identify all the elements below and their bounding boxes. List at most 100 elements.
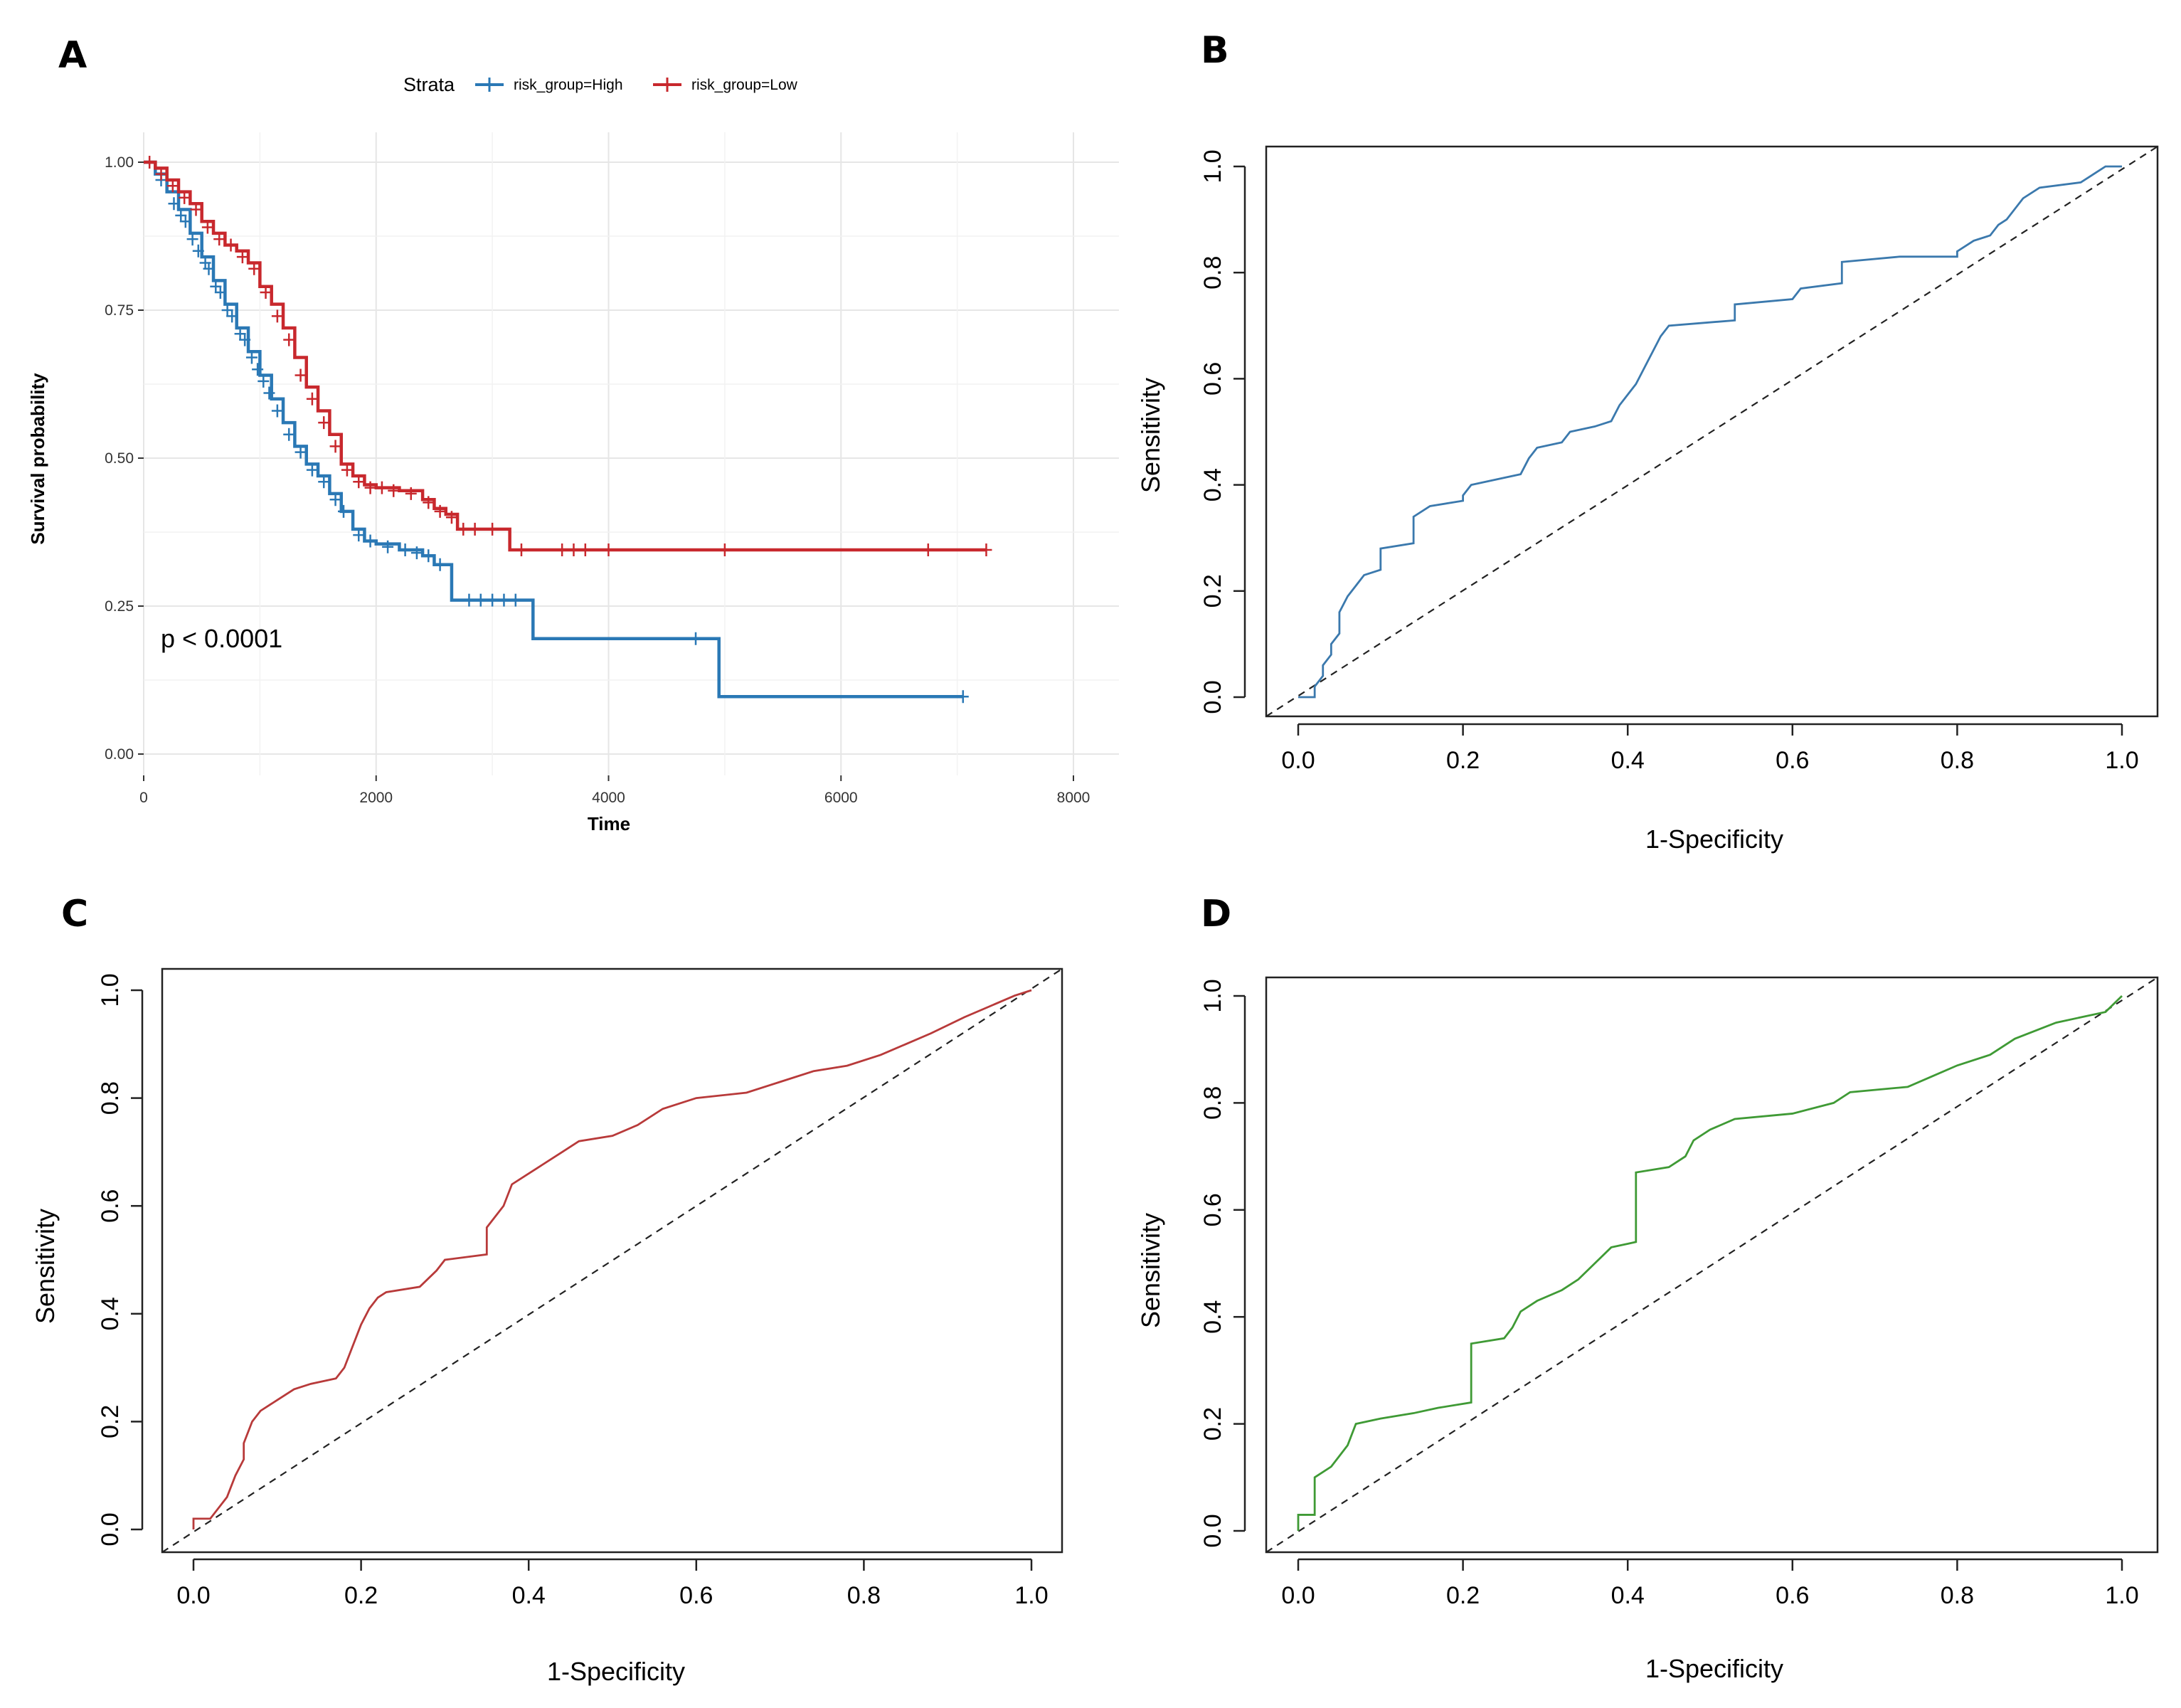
y-tick-label: 0.50 — [105, 450, 134, 467]
censor-mark — [509, 593, 521, 607]
km-curve-low — [144, 160, 987, 552]
legend-label-high: risk_group=High — [514, 77, 623, 93]
panel-letter-d: D — [1201, 893, 1231, 935]
y-tick-label: 0.6 — [1199, 362, 1226, 396]
km-legend: Strata risk_group=High risk_group=Low — [403, 74, 798, 95]
censor-mark — [388, 484, 400, 497]
censor-mark — [192, 244, 204, 258]
diagonal-reference-line — [1265, 977, 2158, 1553]
censor-mark — [166, 179, 179, 193]
censor-mark — [245, 351, 258, 364]
roc-plot-c: 0.0 0.2 0.4 0.6 0.8 1.0 0.0 0.2 0.4 0.6 0.8 1.0 1-S… — [31, 967, 1063, 1686]
y-tick-label: 0.2 — [97, 1405, 124, 1438]
censor-mark — [434, 558, 446, 571]
x-tick-label: 0.2 — [1446, 1582, 1480, 1609]
legend-title: Strata — [403, 74, 455, 95]
x-tick-label: 0.0 — [176, 1582, 210, 1609]
censor-mark — [260, 286, 272, 299]
censor-mark — [225, 238, 237, 252]
censor-mark — [283, 428, 295, 441]
roc-plot-d: 0.0 0.2 0.4 0.6 0.8 1.0 0.0 0.2 0.4 0.6 0.8 1.0 1-S… — [1136, 976, 2159, 1683]
panel-letter-c: C — [61, 893, 88, 935]
censor-mark — [318, 416, 330, 430]
censor-mark — [364, 481, 376, 494]
roc-d-axes: 0.0 0.2 0.4 0.6 0.8 1.0 0.0 0.2 0.4 0.6 0.8 1.0 — [1199, 976, 2159, 1609]
legend-label-low: risk_group=Low — [691, 77, 798, 93]
censor-mark — [568, 543, 580, 556]
x-tick-label: 0.0 — [1281, 1582, 1315, 1609]
y-tick-label: 0.4 — [97, 1297, 124, 1330]
y-tick-label: 0.75 — [105, 302, 134, 319]
x-tick-label: 0.8 — [1941, 747, 1974, 774]
roc-curve — [192, 989, 1032, 1529]
p-value-annotation: p < 0.0001 — [161, 624, 282, 653]
censor-mark — [236, 250, 248, 264]
y-tick-label: 0.4 — [1199, 468, 1226, 502]
y-tick-label: 1.0 — [1199, 979, 1226, 1012]
y-tick-label: 1.0 — [1199, 149, 1226, 183]
censor-mark — [179, 215, 191, 228]
y-tick-label: 1.0 — [97, 973, 124, 1007]
y-tick-label: 0.2 — [1199, 1407, 1226, 1441]
censor-mark — [179, 191, 191, 204]
censor-mark — [364, 534, 376, 548]
roc-c-x-title: 1-Specificity — [547, 1657, 685, 1686]
censor-mark — [294, 368, 307, 382]
y-tick-label: 0.0 — [1199, 680, 1226, 714]
censor-mark — [318, 475, 330, 489]
x-tick-label: 1.0 — [1014, 1582, 1048, 1609]
censor-mark — [463, 593, 475, 607]
y-tick-label: 0.00 — [105, 746, 134, 763]
plot-frame — [1265, 976, 2159, 1554]
censor-mark — [487, 522, 499, 536]
plot-frame — [1265, 145, 2159, 718]
censor-mark — [474, 593, 487, 607]
censor-mark — [271, 309, 283, 323]
x-tick-label: 1.0 — [2105, 1582, 2138, 1609]
censor-mark — [201, 221, 213, 234]
x-tick-label: 0.2 — [1446, 747, 1480, 774]
censor-mark — [338, 504, 350, 518]
x-tick-label: 0.8 — [847, 1582, 881, 1609]
km-axes: 0 2000 4000 6000 8000 0.00 0.25 0.50 0.75 1.00 — [105, 154, 1090, 806]
censor-mark — [980, 543, 992, 556]
censor-mark — [168, 197, 180, 211]
censor-mark — [213, 233, 225, 246]
censor-mark — [341, 463, 353, 477]
censor-mark — [405, 487, 417, 500]
x-tick-label: 4000 — [592, 790, 625, 806]
roc-b-series — [1265, 146, 2158, 717]
censor-mark — [515, 543, 527, 556]
roc-c-axes: 0.0 0.2 0.4 0.6 0.8 1.0 0.0 0.2 0.4 0.6 0.8 1.0 — [97, 967, 1063, 1609]
censor-mark — [556, 543, 568, 556]
censor-mark — [226, 309, 238, 323]
km-plot-panel: Strata risk_group=High risk_group=Low 0 2… — [27, 74, 1119, 834]
censor-mark — [445, 511, 457, 524]
roc-d-y-title: Sensitivity — [1136, 1213, 1165, 1328]
censor-mark — [306, 463, 318, 477]
censor-mark — [283, 333, 295, 346]
censor-mark — [248, 262, 260, 275]
y-tick-label: 0.0 — [97, 1512, 124, 1546]
y-tick-label: 0.8 — [1199, 1086, 1226, 1120]
x-tick-label: 8000 — [1057, 790, 1090, 806]
y-tick-label: 0.8 — [97, 1081, 124, 1115]
roc-curve — [1298, 165, 2122, 699]
censor-mark — [423, 549, 435, 563]
x-tick-label: 0.6 — [1776, 747, 1809, 774]
censor-mark — [329, 440, 341, 453]
y-tick-label: 1.00 — [105, 154, 134, 171]
censor-mark — [353, 475, 365, 489]
censor-mark — [457, 522, 469, 536]
x-tick-label: 0.2 — [344, 1582, 378, 1609]
censor-mark — [214, 286, 226, 299]
plot-frame — [161, 967, 1063, 1554]
censor-mark — [271, 404, 283, 418]
y-tick-label: 0.2 — [1199, 574, 1226, 608]
censor-mark — [258, 374, 270, 388]
censor-mark — [603, 543, 615, 556]
censor-mark — [382, 540, 394, 553]
censor-mark — [579, 543, 591, 556]
x-tick-label: 0.4 — [1611, 747, 1645, 774]
